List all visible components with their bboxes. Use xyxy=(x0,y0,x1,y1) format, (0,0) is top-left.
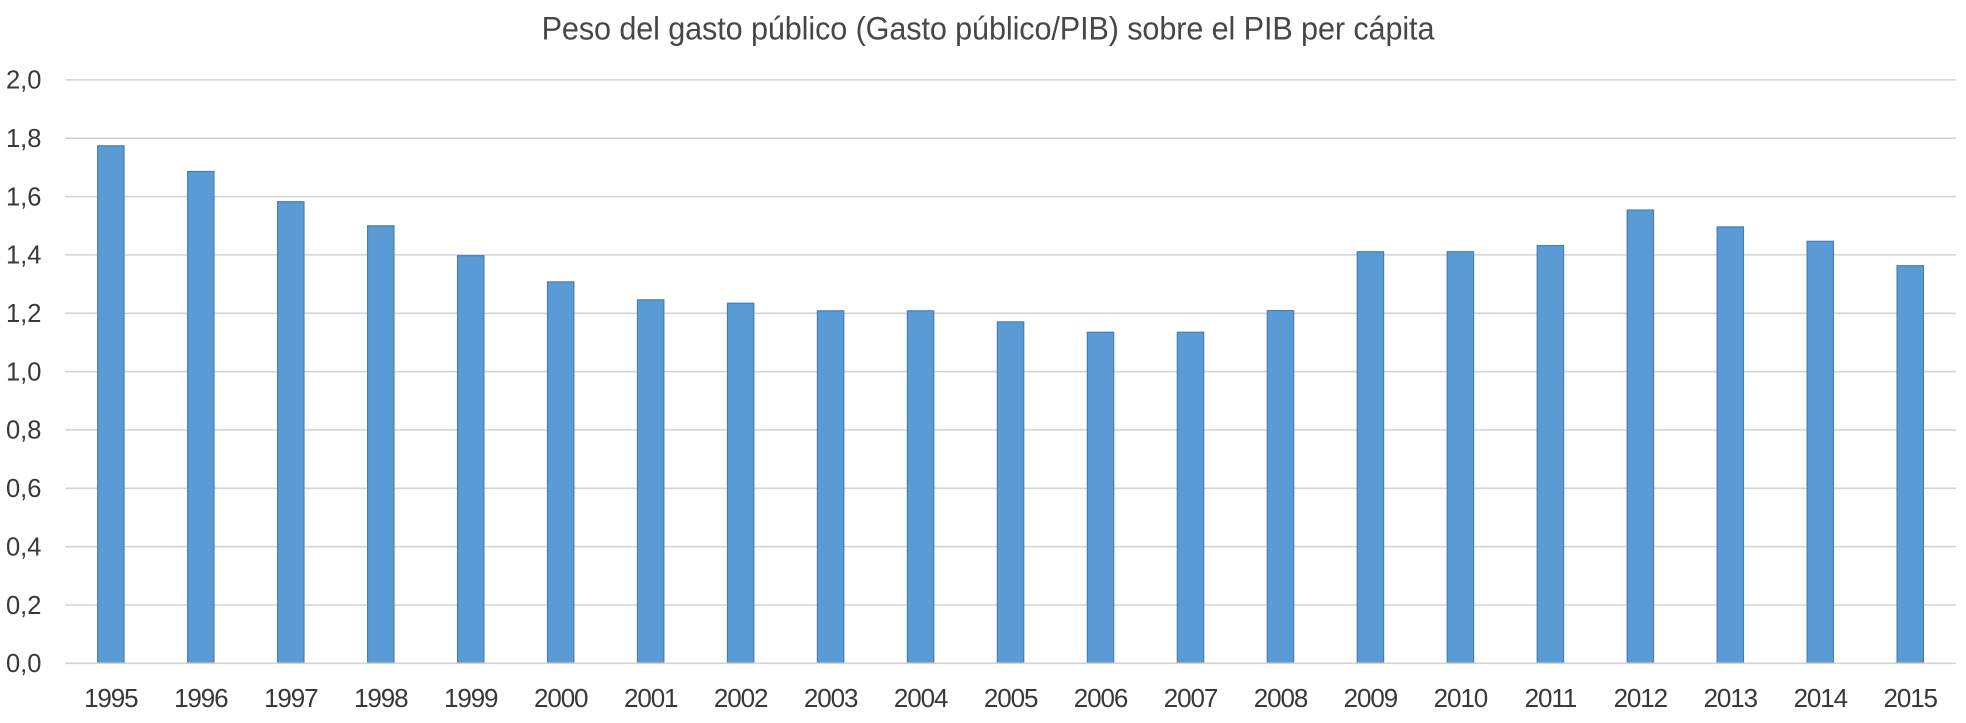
svg-text:1999: 1999 xyxy=(444,683,498,713)
svg-text:1,4: 1,4 xyxy=(6,242,41,270)
svg-text:1996: 1996 xyxy=(174,683,228,713)
svg-text:2011: 2011 xyxy=(1525,683,1577,713)
svg-text:2012: 2012 xyxy=(1614,683,1668,713)
svg-text:1,6: 1,6 xyxy=(6,183,41,211)
svg-text:0,4: 0,4 xyxy=(6,533,41,561)
svg-text:2008: 2008 xyxy=(1254,683,1308,713)
svg-text:0,6: 0,6 xyxy=(6,475,41,503)
svg-text:Peso del gasto público (Gasto: Peso del gasto público (Gasto público/PI… xyxy=(542,10,1435,47)
svg-text:2000: 2000 xyxy=(534,683,588,713)
svg-text:1,8: 1,8 xyxy=(6,125,41,153)
svg-text:2,0: 2,0 xyxy=(6,67,41,95)
svg-text:2006: 2006 xyxy=(1074,683,1128,713)
svg-text:2005: 2005 xyxy=(984,683,1038,713)
svg-text:2001: 2001 xyxy=(624,683,678,713)
svg-text:2009: 2009 xyxy=(1344,683,1398,713)
svg-text:1998: 1998 xyxy=(354,683,408,713)
svg-text:1,0: 1,0 xyxy=(6,358,41,386)
svg-text:2015: 2015 xyxy=(1883,683,1937,713)
svg-text:1,2: 1,2 xyxy=(6,300,41,328)
svg-text:2007: 2007 xyxy=(1164,683,1218,713)
svg-text:2004: 2004 xyxy=(894,683,948,713)
svg-text:1997: 1997 xyxy=(264,683,318,713)
svg-text:2002: 2002 xyxy=(714,683,768,713)
svg-text:2013: 2013 xyxy=(1704,683,1758,713)
svg-text:0,8: 0,8 xyxy=(6,417,41,445)
svg-text:2010: 2010 xyxy=(1434,683,1488,713)
svg-text:0,2: 0,2 xyxy=(6,592,41,620)
svg-text:0,0: 0,0 xyxy=(6,650,41,678)
svg-text:2003: 2003 xyxy=(804,683,858,713)
svg-text:1995: 1995 xyxy=(84,683,138,713)
svg-text:2014: 2014 xyxy=(1794,683,1848,713)
